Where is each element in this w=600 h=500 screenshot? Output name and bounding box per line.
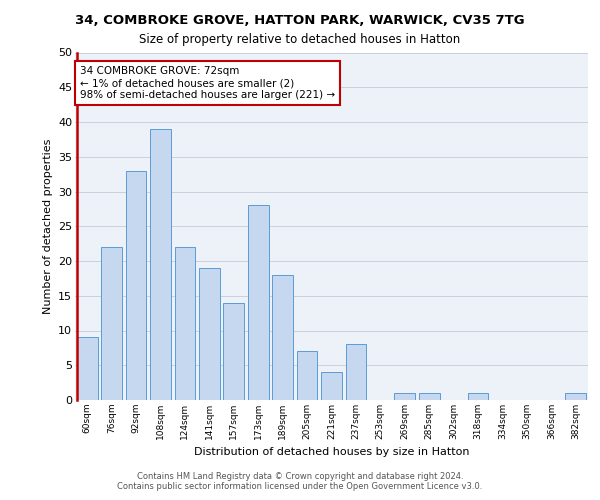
- Bar: [248, 206, 269, 400]
- Bar: [321, 372, 342, 400]
- Text: Contains HM Land Registry data © Crown copyright and database right 2024.: Contains HM Land Registry data © Crown c…: [137, 472, 463, 481]
- Bar: [150, 129, 171, 400]
- Bar: [199, 268, 220, 400]
- Bar: [101, 247, 122, 400]
- Bar: [394, 393, 415, 400]
- Bar: [272, 275, 293, 400]
- Bar: [175, 247, 196, 400]
- Text: 34, COMBROKE GROVE, HATTON PARK, WARWICK, CV35 7TG: 34, COMBROKE GROVE, HATTON PARK, WARWICK…: [75, 14, 525, 27]
- Text: Size of property relative to detached houses in Hatton: Size of property relative to detached ho…: [139, 32, 461, 46]
- Text: Contains public sector information licensed under the Open Government Licence v3: Contains public sector information licen…: [118, 482, 482, 491]
- Bar: [296, 352, 317, 400]
- Bar: [223, 302, 244, 400]
- Bar: [125, 170, 146, 400]
- Bar: [467, 393, 488, 400]
- Bar: [565, 393, 586, 400]
- Bar: [346, 344, 367, 400]
- Y-axis label: Number of detached properties: Number of detached properties: [43, 138, 53, 314]
- Bar: [77, 338, 98, 400]
- Text: 34 COMBROKE GROVE: 72sqm
← 1% of detached houses are smaller (2)
98% of semi-det: 34 COMBROKE GROVE: 72sqm ← 1% of detache…: [80, 66, 335, 100]
- X-axis label: Distribution of detached houses by size in Hatton: Distribution of detached houses by size …: [194, 448, 469, 458]
- Bar: [419, 393, 440, 400]
